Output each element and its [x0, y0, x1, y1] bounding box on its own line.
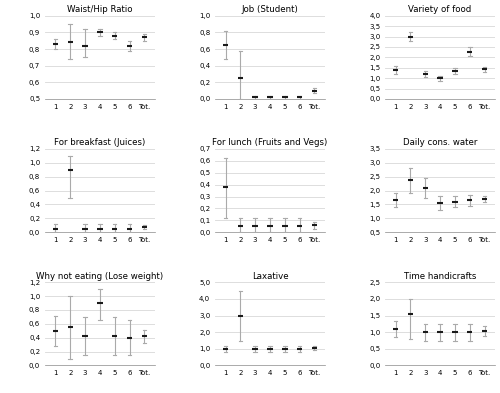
Title: For lunch (Fruits and Vegs): For lunch (Fruits and Vegs)	[212, 138, 328, 147]
Title: Time handicrafts: Time handicrafts	[404, 272, 476, 281]
Title: Why not eating (Lose weight): Why not eating (Lose weight)	[36, 272, 164, 281]
Title: Job (Student): Job (Student)	[242, 5, 298, 14]
Title: Daily cons. water: Daily cons. water	[403, 138, 477, 147]
Title: For breakfast (Juices): For breakfast (Juices)	[54, 138, 146, 147]
Title: Waist/Hip Ratio: Waist/Hip Ratio	[67, 5, 132, 14]
Title: Variety of food: Variety of food	[408, 5, 472, 14]
Title: Laxative: Laxative	[252, 272, 288, 281]
